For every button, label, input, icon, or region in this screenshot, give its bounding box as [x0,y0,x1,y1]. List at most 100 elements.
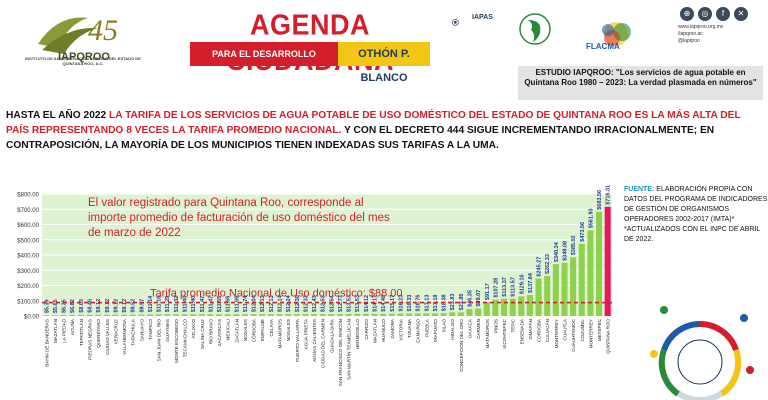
bar [43,315,50,316]
category-label: NOGALES [243,319,248,341]
source-text: ELABORACIÓN PROPIA CON DATOS DEL PROGRAM… [624,186,768,243]
bar [406,313,413,316]
bar [570,257,577,316]
data-label: $12.13 [260,295,266,312]
bar [267,314,274,316]
data-label: $49.07 [476,290,482,307]
bar [449,312,456,316]
category-label: CIUDAD VALLES [105,319,110,355]
tariff-chart: $0.00 $100.00 $200.00 $300.00 $400.00 $500.00… [0,160,618,400]
source-note: FUENTE: ELABORACIÓN PROPIA CON DATOS DEL… [624,185,768,245]
category-label: COZUMEL [580,319,585,342]
annotation-line: El valor registrado para Quintana Roo, c… [88,197,364,209]
bar [561,262,568,316]
flacma-name: FLACMA [586,42,620,51]
data-label: $12.13 [269,295,275,312]
category-label: ACUÑA [69,318,75,335]
category-label: VICTORIA [398,318,403,341]
data-label: $23.83 [450,294,456,311]
bar [224,314,231,316]
category-label: ZIMAPÁN [527,319,533,339]
bar [112,314,119,316]
social-links: www.iapqroo.org.mx /iapqroo.ac @iapqroo [678,24,768,45]
category-label: TECAMACHALCO [183,319,188,358]
category-label: MONTERREY [588,319,593,348]
category-label: PUERTO VALLARTA [295,318,300,362]
y-tick-label: $500.00 [17,238,39,244]
data-label: $385.02 [571,235,577,255]
facebook-icon[interactable]: f [716,7,730,21]
category-label: CÓRDOBA [251,318,257,342]
social-handle-2[interactable]: @iapqroo [678,38,700,44]
bar [60,315,67,316]
data-label: $9.12 [105,299,111,313]
category-label: SAN FRANCISCO DEL RINCÓN [337,319,343,386]
bar [233,314,240,316]
web-icon[interactable]: ⊕ [680,7,694,21]
data-label: $11.29 [165,296,171,313]
category-label: MONTERREY [554,319,559,348]
data-label: $9.12 [122,299,128,313]
annotation-line: importe promedio de facturación de uso d… [88,212,390,224]
bar [509,298,516,316]
category-label: HIDALGO [450,319,455,340]
bar [596,211,603,316]
data-label: $561.93 [588,208,594,228]
social-handle-1[interactable]: /iapqroo.ac [678,31,703,37]
category-label: AGUAS CALIENTES [312,319,317,362]
data-label: $91.17 [485,283,491,300]
category-label: QUINTANA ROO [606,319,611,354]
category-label: OAXACA [468,318,473,338]
category-label: SAN JUAN DEL RÍO [156,319,162,362]
category-label: MEXICALI [226,319,231,340]
bar [336,314,343,316]
opb-wheel-graphic [650,306,754,400]
y-tick-label: $200.00 [17,284,39,290]
bar [475,308,482,316]
data-label: $5.39 [44,299,50,313]
data-label: $5.65 [53,299,59,313]
bar [190,314,197,316]
bar [138,314,145,316]
globe-logo [519,13,551,45]
bar [216,314,223,316]
social-url[interactable]: www.iapqroo.org.mx [678,24,724,30]
category-label: TAMPICO [148,319,153,340]
instagram-icon[interactable]: ◎ [698,7,712,21]
category-label: MONTE ESCOBEDO [174,319,179,363]
y-tick-label: $300.00 [17,269,39,275]
annotation-line: de marzo de 2022 [88,227,181,239]
logo-org: IAPQROO [58,51,110,63]
data-label: $11.66 [234,296,240,313]
data-label: $473.56 [580,222,586,242]
data-label: $716.31 [606,185,612,205]
category-label: XICOHTEPEC [502,318,507,349]
data-label: $683.56 [597,190,603,210]
data-label: $340.34 [554,241,560,262]
data-label: $12.30 [295,295,301,312]
category-label: TEPIC [511,318,516,332]
data-label: $12.77 [338,295,344,312]
category-label: VILLAHERMOSA [122,318,127,355]
category-label: SAN MARTÍN TEXMELUCAN [346,319,352,380]
bar [552,264,559,316]
x-icon[interactable]: ✕ [734,7,748,21]
flacma-logo [602,22,631,46]
bar [164,314,171,316]
data-label: $11.74 [243,295,249,312]
bar [518,296,525,316]
bar [311,314,318,316]
data-label: $11.14 [148,295,154,312]
category-label: ENSENADA [519,318,524,344]
bar [86,314,93,316]
category-label: MAZATLÁN [52,319,58,343]
y-tick-label: $400.00 [17,254,39,260]
category-label: AGUA PRIETA [303,318,308,349]
category-label: ATLIXCO [191,319,196,339]
category-label: HERMOSILLO [355,319,360,350]
bar [198,314,205,316]
data-label: $113.37 [502,277,508,297]
category-label: TIJUANA [407,318,412,338]
bar [587,230,594,316]
